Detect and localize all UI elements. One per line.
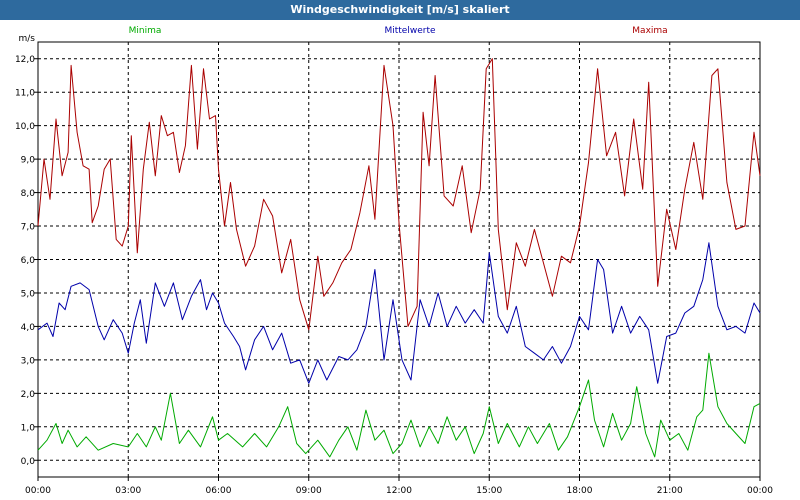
y-tick-label: 4,0 [21, 323, 36, 333]
y-tick-label: 0,0 [21, 457, 36, 467]
y-tick-label: 11,0 [15, 89, 35, 99]
legend-maxima: Maxima [632, 26, 667, 36]
x-tick-time-label: 03:00 [115, 486, 141, 496]
legend-minima: Minima [129, 26, 162, 36]
x-tick-time-label: 15:00 [476, 486, 502, 496]
y-axis-label: m/s [19, 34, 36, 44]
wind-speed-chart: 0,0 1,0 2,0 3,0 4,0 5,0 6,0 7,0 8,0 9,0 10,0 11,0 12… [15, 26, 773, 496]
x-tick-time-label: 09:00 [296, 486, 322, 496]
series-line-minima [37, 352, 761, 458]
x-tick-time-label: 12:00 [386, 486, 412, 496]
y-tick-label: 9,0 [21, 156, 36, 166]
y-tick-label: 8,0 [21, 189, 36, 199]
y-tick-label: 7,0 [21, 223, 36, 233]
series-line-mittelwerte [37, 242, 761, 384]
y-tick-label: 3,0 [21, 356, 36, 366]
x-tick-time-label: 06:00 [206, 486, 232, 496]
y-tick-label: 10,0 [15, 122, 35, 132]
y-tick-label: 6,0 [21, 256, 36, 266]
y-tick-label: 2,0 [21, 390, 36, 400]
legend-mittelwerte: Mittelwerte [384, 26, 435, 36]
x-tick-time-label: 00:00 [25, 486, 51, 496]
y-tick-label: 5,0 [21, 289, 36, 299]
y-tick-label: 12,0 [15, 55, 35, 65]
plot-frame [37, 41, 761, 478]
x-tick-time-label: 18:00 [567, 486, 593, 496]
y-tick-label: 1,0 [21, 423, 36, 433]
series-line-maxima [37, 58, 761, 331]
x-tick-time-label: 00:00 [747, 486, 773, 496]
x-tick-time-label: 21:00 [657, 486, 683, 496]
window-title: Windgeschwindigkeit [m/s] skaliert [0, 0, 800, 20]
